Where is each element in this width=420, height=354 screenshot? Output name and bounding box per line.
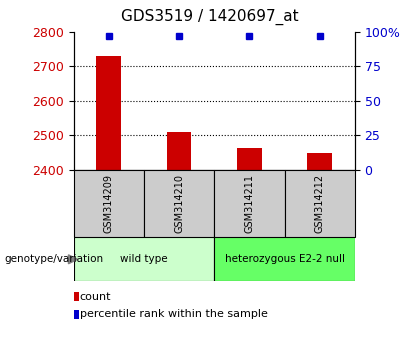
Text: genotype/variation: genotype/variation <box>4 254 103 264</box>
Text: GSM314210: GSM314210 <box>174 174 184 233</box>
Text: GSM314212: GSM314212 <box>315 174 325 233</box>
FancyBboxPatch shape <box>74 237 214 281</box>
Bar <box>167 132 192 170</box>
Text: GSM314211: GSM314211 <box>244 174 255 233</box>
FancyBboxPatch shape <box>144 170 214 237</box>
Bar <box>96 56 121 170</box>
FancyBboxPatch shape <box>74 170 144 237</box>
Text: count: count <box>80 292 111 302</box>
Bar <box>237 148 262 170</box>
FancyBboxPatch shape <box>214 170 285 237</box>
Text: GSM314209: GSM314209 <box>104 174 114 233</box>
Text: heterozygous E2-2 null: heterozygous E2-2 null <box>225 254 344 264</box>
FancyBboxPatch shape <box>285 170 355 237</box>
FancyBboxPatch shape <box>214 237 355 281</box>
Bar <box>307 153 332 170</box>
Text: wild type: wild type <box>120 254 168 264</box>
Text: GDS3519 / 1420697_at: GDS3519 / 1420697_at <box>121 9 299 25</box>
Text: percentile rank within the sample: percentile rank within the sample <box>80 309 268 319</box>
